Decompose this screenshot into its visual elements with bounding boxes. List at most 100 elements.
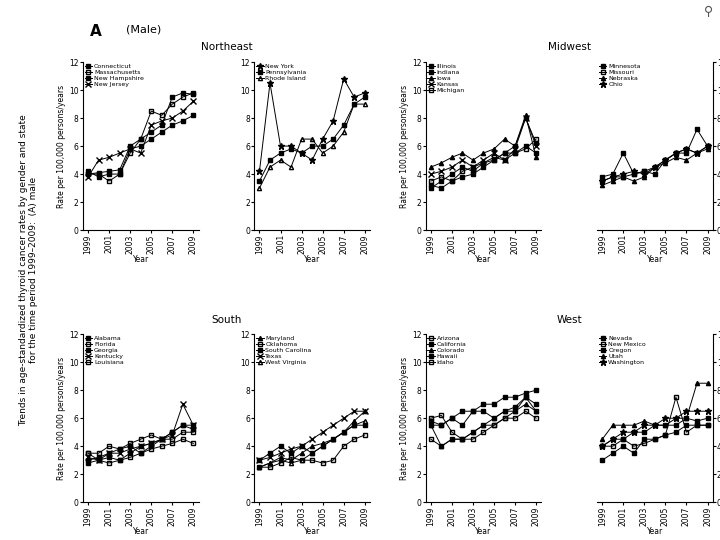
Iowa [532,154,541,160]
Missouri [629,171,638,177]
New York [287,143,295,150]
Text: Trends in age-standardized thyroid cancer rates by gender and state
for the time: Trends in age-standardized thyroid cance… [19,114,38,426]
Legend: Connecticut, Massachusetts, New Hampshire, New Jersey: Connecticut, Massachusetts, New Hampshir… [84,63,145,88]
Texas [276,450,285,456]
Text: West: West [557,314,582,325]
Utah [619,422,628,428]
California [426,418,435,424]
Line: Pennsylvania: Pennsylvania [257,95,366,183]
Texas [297,443,306,449]
Florida [115,446,124,452]
Line: Washington: Washington [599,408,711,450]
Nevada [661,432,670,438]
Michigan [500,157,509,163]
New Mexico [608,443,617,449]
Connecticut [147,129,156,136]
New Jersey [115,150,124,156]
Washington [608,436,617,442]
Line: Connecticut: Connecticut [86,91,195,176]
Oregon [661,422,670,428]
Illinois [448,178,456,184]
Texas [307,436,316,442]
Oklahoma [350,436,359,442]
Hawaii [426,422,435,428]
Hawaii [510,404,519,410]
Oregon [672,422,680,428]
X-axis label: Year: Year [475,527,492,536]
West Virginia [255,464,264,470]
Utah [629,422,638,428]
Pennsylvania [339,122,348,129]
Kentucky [84,454,92,461]
Rhode Island [318,150,327,156]
Missouri [608,174,617,180]
Georgia [136,450,145,456]
Alabama [147,440,156,447]
Kansas [521,115,530,122]
Alabama [94,457,103,463]
Nevada [640,436,649,442]
Hawaii [480,408,488,415]
West Virginia [307,450,316,456]
Pennsylvania [276,150,285,156]
Y-axis label: Rate per 100,000 persons/years: Rate per 100,000 persons/years [400,356,409,480]
Colorado [469,429,477,435]
Massachusetts [189,90,198,96]
California [448,415,456,421]
Connecticut [115,167,124,173]
Arizona [510,408,519,415]
New York [307,157,316,163]
Oklahoma [255,464,264,470]
Kansas [500,157,509,163]
Connecticut [158,122,166,129]
Line: Missouri: Missouri [600,144,710,183]
X-axis label: Year: Year [304,255,320,264]
South Carolina [329,436,338,442]
X-axis label: Year: Year [304,527,320,536]
Colorado [510,408,519,415]
Rhode Island [297,136,306,143]
Nevada [598,457,606,463]
Florida [94,450,103,456]
Rhode Island [287,164,295,170]
Nebraska [693,150,701,156]
Line: Alabama: Alabama [86,423,195,465]
Florida [147,432,156,438]
Iowa [480,150,488,156]
Line: Utah: Utah [600,381,710,441]
Pennsylvania [297,150,306,156]
Alabama [115,457,124,463]
Colorado [426,422,435,428]
Kansas [532,143,541,150]
Ohio [672,150,680,156]
Rhode Island [361,101,369,107]
Washington [672,415,680,421]
Oklahoma [318,460,327,466]
Maryland [287,457,295,463]
Iowa [426,164,435,170]
Legend: Illinois, Indiana, Iowa, Kansas, Michigan: Illinois, Indiana, Iowa, Kansas, Michiga… [427,63,466,94]
South Carolina [350,422,359,428]
California [532,387,541,394]
New Hampshire [136,143,145,150]
Louisiana [189,440,198,447]
Pennsylvania [350,101,359,107]
Pennsylvania [329,136,338,143]
New York [266,80,274,86]
South Carolina [276,443,285,449]
South Carolina [318,443,327,449]
Oklahoma [276,460,285,466]
Oregon [629,429,638,435]
Louisiana [179,436,187,442]
X-axis label: Year: Year [647,527,663,536]
Kansas [480,157,488,163]
Georgia [147,443,156,449]
Minnesota [661,157,670,163]
Line: Oklahoma: Oklahoma [257,433,366,469]
Line: South Carolina: South Carolina [257,423,366,462]
Alabama [189,426,198,433]
New Hampshire [147,136,156,143]
Ohio [640,171,649,177]
Oklahoma [266,464,274,470]
Line: Iowa: Iowa [429,113,539,169]
